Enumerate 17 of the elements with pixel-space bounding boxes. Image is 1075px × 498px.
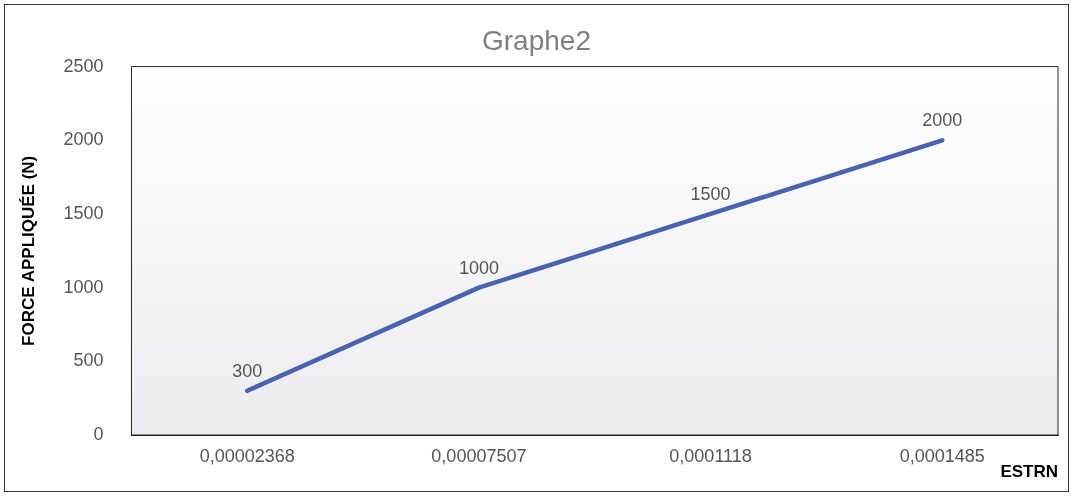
x-axis-title: ESTRN [1000,462,1058,482]
y-tick-label: 2500 [63,55,104,76]
y-axis-title: FORCE APPLIQUÉE (N) [18,155,38,346]
data-label: 1500 [690,183,731,204]
data-label: 300 [232,360,263,381]
data-label: 1000 [458,257,499,278]
x-tick-label: 0,00002368 [199,445,295,466]
y-tick-label: 500 [73,350,104,371]
x-tick-label: 0,00007507 [431,445,527,466]
x-tick-label: 0,0001118 [669,445,752,466]
y-tick-label: 2000 [63,129,104,150]
y-tick-label: 0 [93,423,104,444]
x-tick-label: 0,0001485 [899,445,985,466]
y-tick-label: 1500 [63,202,104,223]
chart-title: Graphe2 [482,24,591,56]
data-label: 2000 [922,110,963,131]
y-tick-label: 1000 [63,276,104,297]
